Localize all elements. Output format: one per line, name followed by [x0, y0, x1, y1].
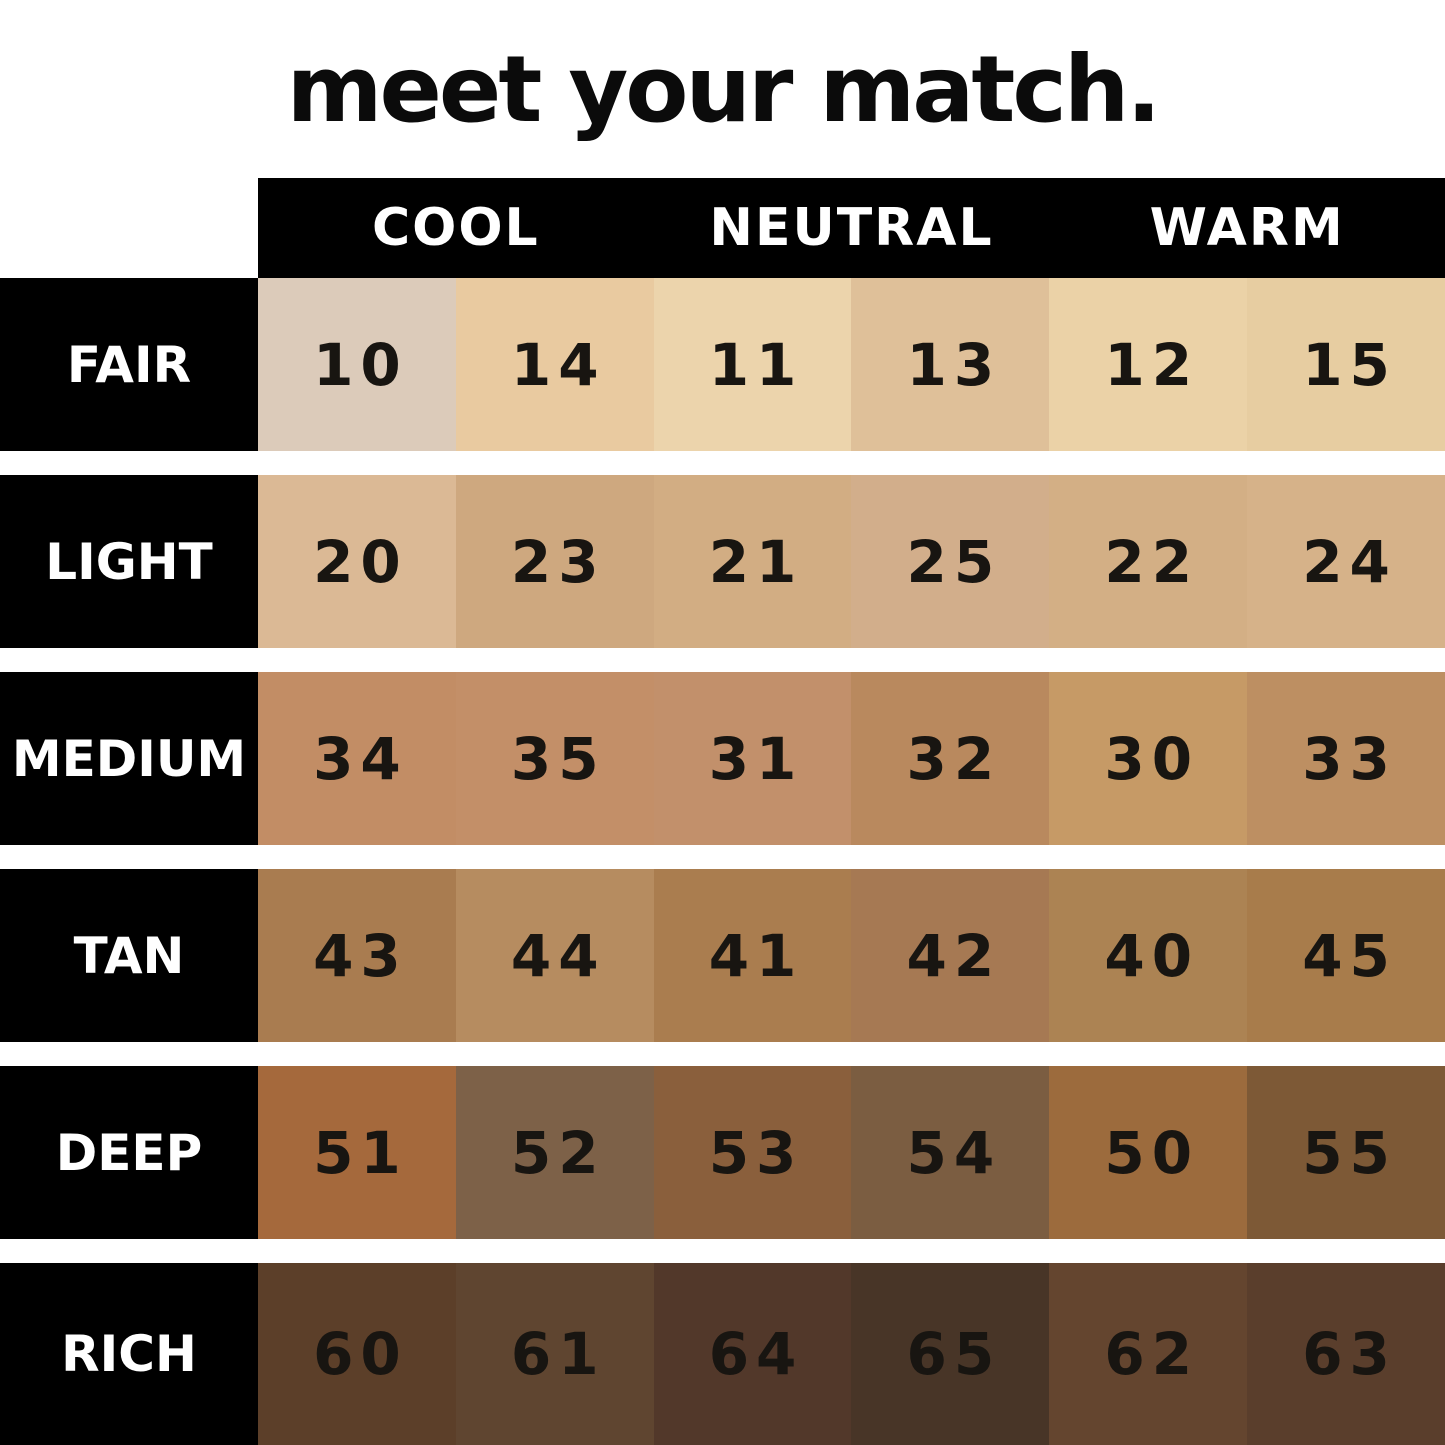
- shade-swatch-65: 65: [851, 1263, 1050, 1445]
- shade-swatch-33: 33: [1247, 672, 1445, 845]
- shade-swatch-35: 35: [455, 672, 654, 845]
- depth-label-fair: FAIR: [0, 278, 258, 451]
- shade-swatch-22: 22: [1049, 475, 1248, 648]
- swatch-group: 34 35 31 32 30 33: [258, 672, 1445, 845]
- shade-number-23: 23: [510, 527, 606, 596]
- shade-swatch-55: 55: [1247, 1066, 1445, 1239]
- shade-number-35: 35: [510, 724, 606, 793]
- shade-number-62: 62: [1104, 1320, 1200, 1388]
- shade-number-42: 42: [906, 921, 1002, 990]
- shade-swatch-15: 15: [1247, 278, 1445, 451]
- shade-number-54: 54: [906, 1118, 1002, 1187]
- shade-number-43: 43: [313, 921, 408, 990]
- page-title: meet your match.: [286, 35, 1162, 143]
- undertone-header-bar: COOL NEUTRAL WARM: [258, 178, 1445, 278]
- shade-number-50: 50: [1104, 1118, 1200, 1187]
- shade-number-44: 44: [510, 921, 606, 990]
- shade-swatch-11: 11: [653, 278, 852, 451]
- shade-swatch-12: 12: [1049, 278, 1248, 451]
- shade-number-13: 13: [906, 330, 1002, 399]
- shade-number-12: 12: [1104, 330, 1200, 399]
- shade-swatch-51: 51: [258, 1066, 456, 1239]
- depth-label-tan: TAN: [0, 869, 258, 1042]
- shade-swatch-61: 61: [455, 1263, 654, 1445]
- shade-swatch-44: 44: [455, 869, 654, 1042]
- shade-swatch-25: 25: [851, 475, 1050, 648]
- shade-number-45: 45: [1302, 921, 1397, 990]
- shade-number-20: 20: [313, 527, 408, 596]
- shade-swatch-53: 53: [653, 1066, 852, 1239]
- shade-number-10: 10: [313, 330, 408, 399]
- swatch-group: 60 61 64 65 62 63: [258, 1263, 1445, 1445]
- shade-number-34: 34: [313, 724, 408, 793]
- shade-swatch-34: 34: [258, 672, 456, 845]
- depth-label-rich: RICH: [0, 1263, 258, 1445]
- shade-row: RICH 60 61 64 65 62 63: [0, 1263, 1445, 1445]
- shade-number-14: 14: [510, 330, 606, 399]
- shade-number-61: 61: [510, 1320, 606, 1388]
- shade-swatch-21: 21: [653, 475, 852, 648]
- shade-row: DEEP 51 52 53 54 50 55: [0, 1066, 1445, 1239]
- shade-swatch-20: 20: [258, 475, 456, 648]
- shade-swatch-30: 30: [1049, 672, 1248, 845]
- shade-swatch-31: 31: [653, 672, 852, 845]
- shade-swatch-24: 24: [1247, 475, 1445, 648]
- shade-number-30: 30: [1104, 724, 1200, 793]
- swatch-group: 20 23 21 25 22 24: [258, 475, 1445, 648]
- shade-number-55: 55: [1302, 1118, 1397, 1187]
- shade-swatch-60: 60: [258, 1263, 456, 1445]
- shade-swatch-23: 23: [455, 475, 654, 648]
- shade-row: MEDIUM 34 35 31 32 30 33: [0, 672, 1445, 845]
- shade-number-22: 22: [1104, 527, 1200, 596]
- shade-swatch-64: 64: [653, 1263, 852, 1445]
- shade-number-24: 24: [1302, 527, 1397, 596]
- shade-number-41: 41: [708, 921, 804, 990]
- shade-number-33: 33: [1302, 724, 1397, 793]
- shade-swatch-40: 40: [1049, 869, 1248, 1042]
- depth-label-light: LIGHT: [0, 475, 258, 648]
- shade-number-60: 60: [313, 1320, 408, 1388]
- shade-number-25: 25: [906, 527, 1002, 596]
- shade-row: TAN 43 44 41 42 40 45: [0, 869, 1445, 1042]
- shade-number-15: 15: [1302, 330, 1397, 399]
- shade-number-51: 51: [313, 1118, 408, 1187]
- column-header-cool: COOL: [371, 198, 540, 258]
- shade-swatch-62: 62: [1049, 1263, 1248, 1445]
- shade-number-64: 64: [708, 1320, 804, 1388]
- shade-rows: FAIR 10 14 11 13 12 15 LIGHT 20 23 21 25…: [0, 278, 1445, 1445]
- shade-number-40: 40: [1104, 921, 1200, 990]
- shade-swatch-52: 52: [455, 1066, 654, 1239]
- shade-swatch-41: 41: [653, 869, 852, 1042]
- shade-number-11: 11: [708, 330, 804, 399]
- shade-swatch-13: 13: [851, 278, 1050, 451]
- shade-number-31: 31: [708, 724, 804, 793]
- shade-swatch-14: 14: [455, 278, 654, 451]
- shade-number-32: 32: [906, 724, 1002, 793]
- depth-label-deep: DEEP: [0, 1066, 258, 1239]
- shade-number-52: 52: [510, 1118, 606, 1187]
- shade-swatch-43: 43: [258, 869, 456, 1042]
- shade-row: LIGHT 20 23 21 25 22 24: [0, 475, 1445, 648]
- shade-swatch-54: 54: [851, 1066, 1050, 1239]
- shade-swatch-50: 50: [1049, 1066, 1248, 1239]
- swatch-group: 43 44 41 42 40 45: [258, 869, 1445, 1042]
- depth-label-medium: MEDIUM: [0, 672, 258, 845]
- swatch-group: 10 14 11 13 12 15: [258, 278, 1445, 451]
- shade-swatch-32: 32: [851, 672, 1050, 845]
- shade-number-65: 65: [906, 1320, 1002, 1388]
- shade-row: FAIR 10 14 11 13 12 15: [0, 278, 1445, 451]
- column-header-neutral: NEUTRAL: [709, 198, 994, 258]
- column-header-warm: WARM: [1149, 198, 1345, 258]
- swatch-group: 51 52 53 54 50 55: [258, 1066, 1445, 1239]
- shade-swatch-63: 63: [1247, 1263, 1445, 1445]
- shade-number-63: 63: [1302, 1320, 1397, 1388]
- shade-swatch-42: 42: [851, 869, 1050, 1042]
- shade-swatch-45: 45: [1247, 869, 1445, 1042]
- shade-number-21: 21: [708, 527, 804, 596]
- shade-number-53: 53: [708, 1118, 804, 1187]
- shade-swatch-10: 10: [258, 278, 456, 451]
